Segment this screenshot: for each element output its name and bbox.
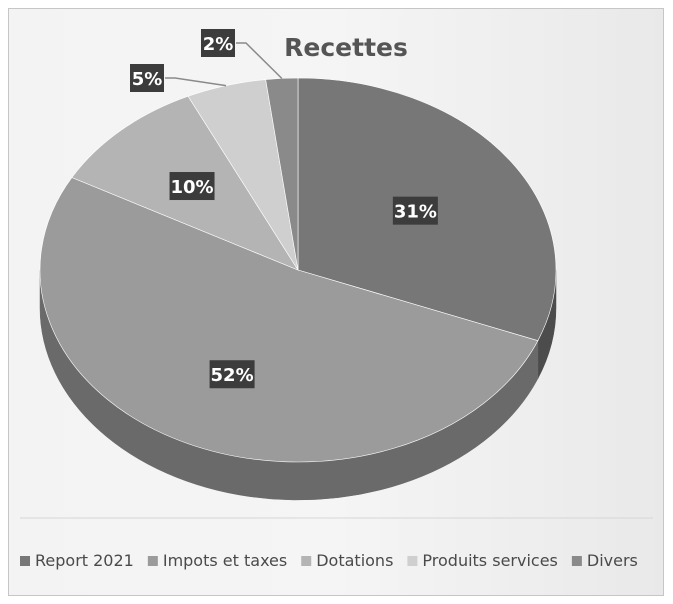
pie-top-layer xyxy=(39,77,557,463)
legend-swatch-3 xyxy=(407,556,418,566)
legend-entry-1: Impots et taxes xyxy=(163,551,287,570)
legend-entry-0: Report 2021 xyxy=(35,551,134,570)
data-label-0: 31% xyxy=(394,202,437,223)
legend-swatch-4 xyxy=(571,556,582,566)
leader-line-3 xyxy=(165,77,227,87)
legend-entry-2: Dotations xyxy=(316,551,393,570)
data-labels: 31% 52% 10% 5% 2% xyxy=(130,29,438,389)
legend-entry-3: Produits services xyxy=(422,551,557,570)
legend-swatch-0 xyxy=(20,556,30,566)
leader-lines xyxy=(165,42,283,87)
legend-swatch-2 xyxy=(301,556,312,566)
data-label-2: 10% xyxy=(170,177,213,198)
data-label-3: 5% xyxy=(132,69,163,90)
legend-swatch-1 xyxy=(147,556,158,566)
legend: Report 2021 Impots et taxes Dotations Produ… xyxy=(20,551,638,570)
data-label-box-0 xyxy=(392,196,438,225)
leader-line-4 xyxy=(236,42,283,79)
chart-title: Recettes xyxy=(284,33,408,62)
data-label-box-2 xyxy=(169,172,215,201)
data-label-box-4 xyxy=(201,29,235,57)
legend-entry-4: Divers xyxy=(587,551,638,570)
pie-slice-1 xyxy=(39,177,539,463)
data-label-4: 2% xyxy=(203,34,234,55)
data-label-box-1 xyxy=(209,360,255,389)
data-label-box-3 xyxy=(130,64,164,92)
data-label-1: 52% xyxy=(211,365,254,386)
